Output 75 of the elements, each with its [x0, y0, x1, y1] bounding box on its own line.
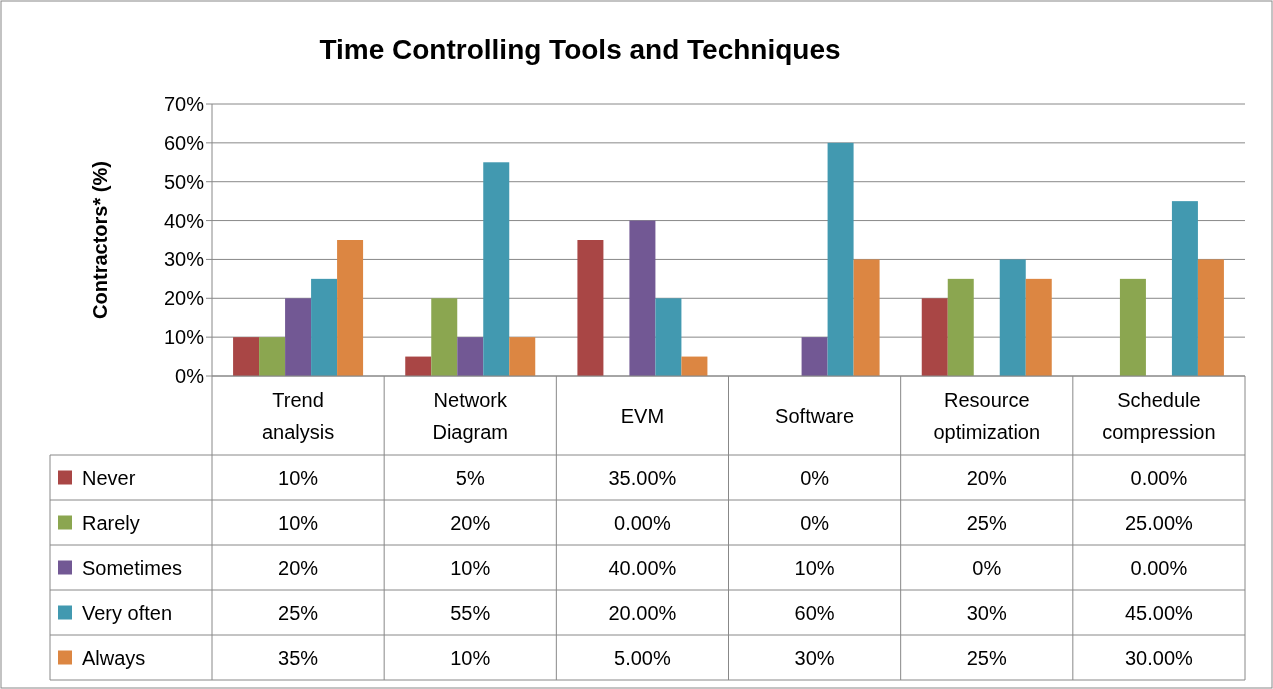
data-label: 30%	[794, 646, 835, 669]
data-label: 10%	[278, 466, 319, 489]
bar	[509, 337, 536, 376]
data-label: 10%	[278, 511, 319, 534]
y-tick-label: 40%	[163, 209, 205, 232]
y-tick-label: 20%	[163, 287, 205, 310]
data-label: 55%	[450, 601, 491, 624]
data-label: 5.00%	[614, 646, 671, 669]
data-label: 25%	[278, 601, 319, 624]
y-tick-label: 70%	[163, 93, 205, 115]
y-tick-label: 30%	[163, 248, 205, 271]
bar	[577, 240, 604, 376]
bar	[1171, 201, 1198, 376]
bar	[285, 298, 312, 376]
data-label: 30%	[966, 601, 1007, 624]
data-label: 30.00%	[1124, 646, 1194, 669]
x-tick-label: Software	[775, 404, 855, 427]
data-label: 25%	[966, 646, 1007, 669]
data-label: 20%	[278, 556, 319, 579]
data-label: 0%	[972, 556, 1002, 579]
bar	[259, 337, 286, 376]
bar	[999, 259, 1026, 376]
legend-label: Sometimes	[82, 556, 183, 579]
data-label: 20.00%	[608, 601, 677, 624]
data-label: 20%	[966, 466, 1007, 489]
bar	[947, 278, 974, 376]
y-axis-title: Contractors* (%)	[89, 161, 111, 319]
bar	[311, 278, 338, 376]
bar	[483, 162, 510, 376]
legend-label: Very often	[82, 601, 173, 624]
bar	[801, 337, 828, 376]
data-label: 10%	[450, 556, 491, 579]
y-tick-label: 50%	[163, 170, 205, 193]
bar	[1025, 278, 1052, 376]
data-label: 0%	[800, 511, 830, 534]
bar	[853, 259, 880, 376]
bar	[337, 240, 364, 376]
data-label: 10%	[794, 556, 835, 579]
bar	[1197, 259, 1224, 376]
data-label: 25%	[966, 511, 1007, 534]
data-label: 35%	[278, 646, 319, 669]
x-tick-label: Schedule compression	[1102, 388, 1216, 443]
data-label: 45.00%	[1124, 601, 1194, 624]
data-label: 0.00%	[614, 511, 671, 534]
data-label: 0.00%	[1130, 466, 1188, 489]
bar	[233, 337, 260, 376]
legend-label: Rarely	[82, 511, 140, 534]
y-tick-label: 60%	[163, 131, 205, 154]
bar	[681, 356, 708, 376]
bar	[655, 298, 682, 376]
data-label: 60%	[794, 601, 835, 624]
x-tick-label: Resource optimization	[933, 388, 1041, 443]
x-tick-label: EVM	[620, 404, 665, 427]
data-label: 20%	[450, 511, 491, 534]
bar	[457, 337, 484, 376]
legend-label: Never	[82, 466, 136, 489]
data-label: 5%	[455, 466, 485, 489]
bar	[629, 220, 656, 376]
x-tick-label: Trend analysis	[261, 388, 335, 443]
chart-title: Time Controlling Tools and Techniques	[319, 34, 841, 65]
data-label: 10%	[450, 646, 491, 669]
y-tick-label: 0%	[175, 365, 205, 387]
data-label: 35.00%	[608, 466, 677, 489]
bar	[827, 142, 854, 376]
bar	[405, 356, 432, 376]
bar	[1119, 278, 1146, 376]
bar	[431, 298, 458, 376]
bar	[921, 298, 948, 376]
data-label: 0%	[800, 466, 830, 489]
data-label: 0.00%	[1130, 556, 1188, 579]
x-tick-label: Network Diagram	[432, 388, 509, 443]
y-tick-label: 10%	[163, 326, 205, 349]
legend-label: Always	[82, 646, 146, 669]
data-label: 40.00%	[608, 556, 677, 579]
data-label: 25.00%	[1124, 511, 1194, 534]
